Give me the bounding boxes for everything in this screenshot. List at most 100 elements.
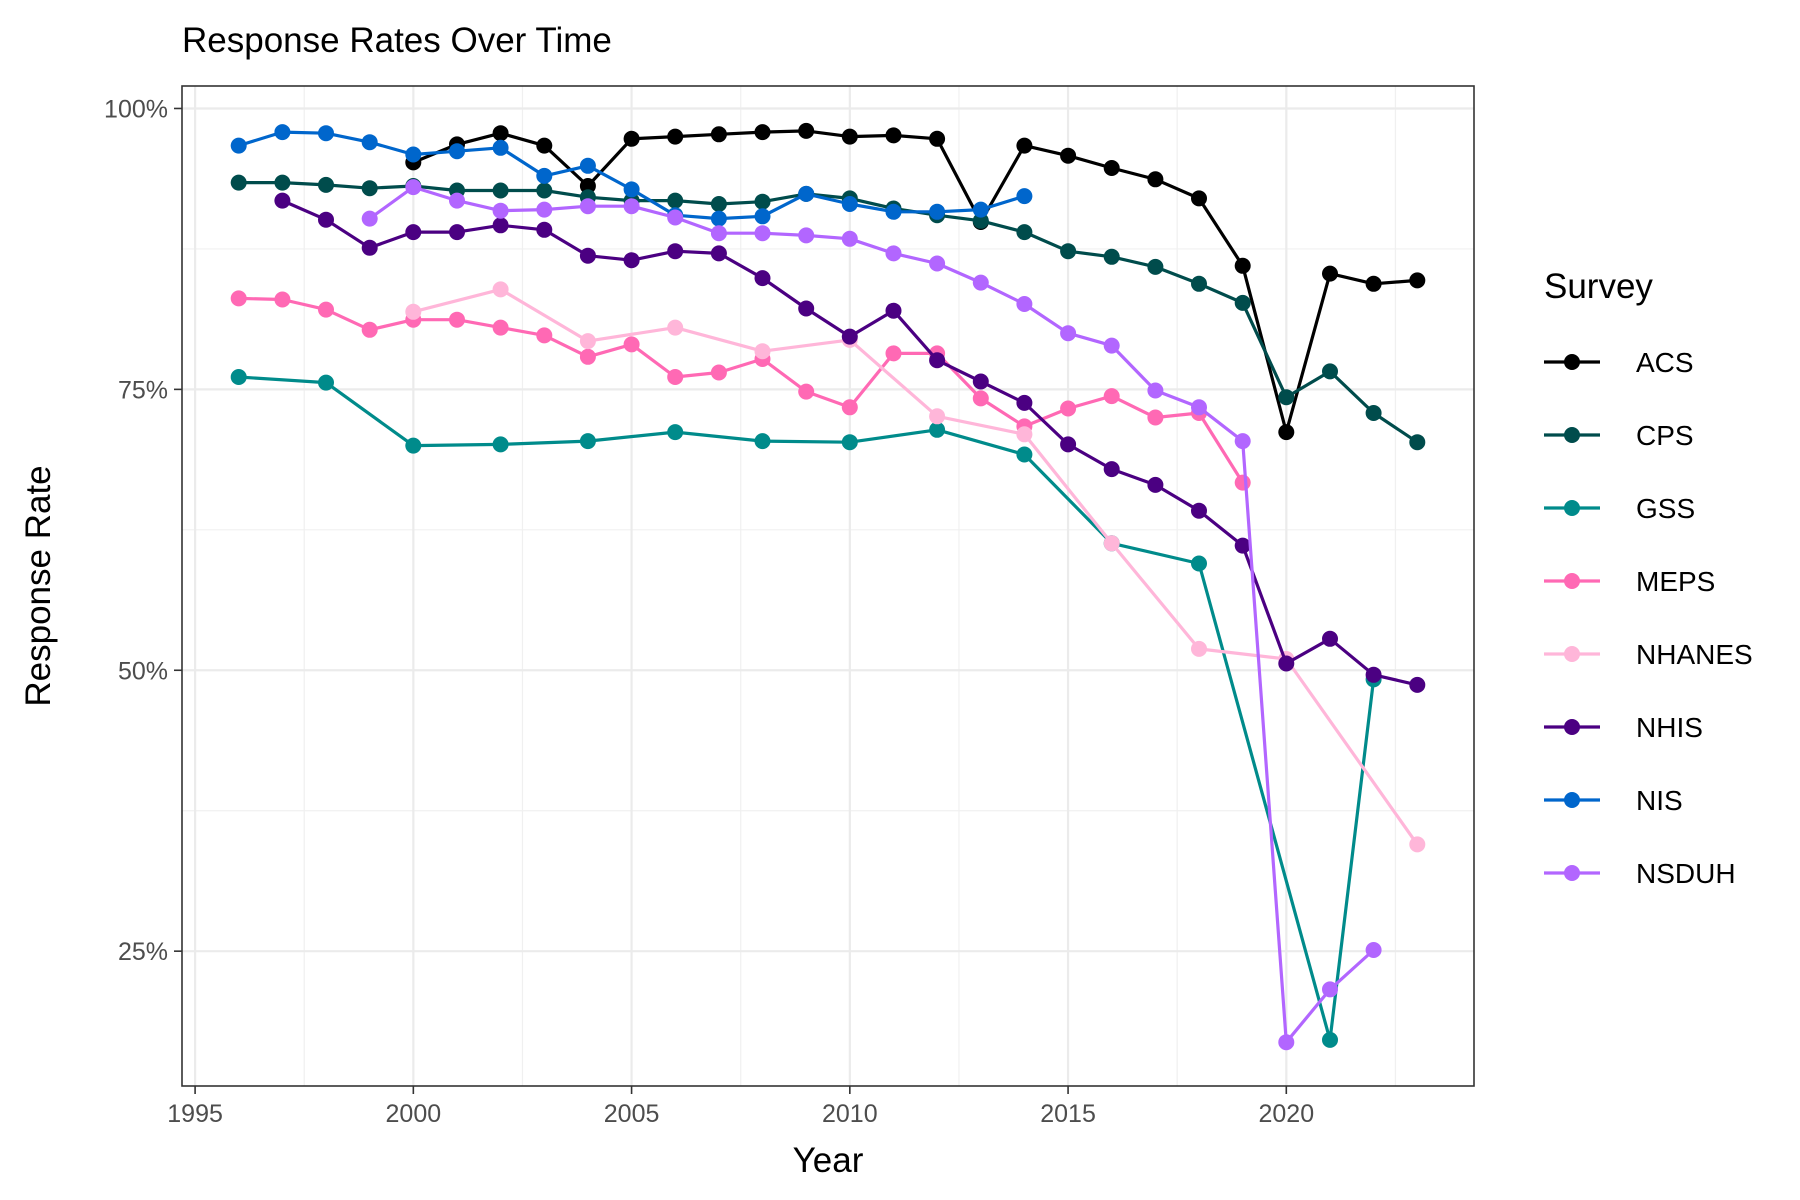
data-point-nsduh (1103, 337, 1120, 354)
data-point-nsduh (798, 227, 815, 244)
data-point-meps (274, 291, 291, 308)
data-point-nhis (449, 224, 465, 241)
legend-key-point (1564, 646, 1580, 662)
data-point-nhis (623, 252, 640, 269)
data-point-nis (318, 125, 334, 142)
data-point-nhis (1322, 630, 1338, 647)
data-point-nis (972, 201, 989, 218)
y-tick-label: 25% (118, 938, 168, 966)
data-point-acs (1147, 171, 1164, 188)
data-point-nsduh (841, 230, 858, 247)
legend-key-point (1564, 865, 1580, 881)
data-point-acs (841, 128, 858, 145)
data-point-acs (579, 178, 596, 194)
data-point-acs (1103, 160, 1120, 176)
data-point-nis (579, 157, 596, 174)
data-point-cps (361, 180, 378, 197)
data-point-meps (536, 327, 553, 344)
data-point-acs (710, 126, 727, 143)
data-point-nhanes (405, 303, 422, 320)
data-point-nis (754, 208, 771, 225)
legend-item-meps: MEPS (1544, 566, 1715, 597)
data-point-meps (579, 348, 596, 365)
data-point-nhis (710, 245, 727, 262)
data-point-cps (1147, 258, 1164, 275)
data-point-nhanes (1191, 640, 1207, 657)
legend-item-gss: GSS (1544, 493, 1695, 524)
data-point-meps (972, 390, 989, 407)
data-point-meps (885, 345, 902, 362)
data-point-cps (1409, 434, 1426, 451)
legend-title: Survey (1544, 267, 1653, 306)
data-point-nhis (1278, 655, 1295, 672)
legend-label: ACS (1636, 347, 1694, 378)
data-point-nsduh (1322, 981, 1338, 998)
data-point-gss (841, 434, 858, 451)
data-point-acs (885, 127, 902, 144)
data-point-nsduh (492, 202, 509, 219)
data-point-nis (230, 137, 247, 154)
y-tick-label: 100% (104, 95, 168, 123)
data-point-gss (579, 433, 596, 450)
data-point-nsduh (1278, 1034, 1295, 1051)
data-point-meps (710, 364, 727, 381)
data-point-cps (1322, 363, 1338, 380)
data-point-nhis (274, 192, 291, 209)
x-tick-label: 2000 (386, 1100, 442, 1128)
data-point-nsduh (623, 198, 640, 215)
data-point-gss (667, 424, 684, 441)
data-point-nhis (667, 243, 684, 260)
data-point-meps (1103, 388, 1120, 405)
x-tick-label: 2010 (822, 1100, 878, 1128)
legend-item-nis: NIS (1544, 785, 1683, 816)
series-line-nhanes (412, 287, 1419, 846)
series-nhis (274, 192, 1426, 693)
data-point-cps (1060, 243, 1077, 260)
data-point-acs (1060, 147, 1077, 164)
data-point-acs (754, 124, 771, 141)
data-point-cps (1103, 248, 1120, 265)
data-point-cps (1191, 275, 1207, 292)
data-point-gss (1016, 446, 1033, 463)
data-point-meps (623, 336, 640, 353)
legend-label: NIS (1636, 785, 1683, 816)
data-point-acs (623, 130, 640, 147)
data-point-acs (1234, 257, 1251, 274)
legend-key-point (1564, 573, 1580, 589)
series-line-cps (238, 181, 1419, 444)
data-point-gss (1322, 1031, 1338, 1048)
chart-title: Response Rates Over Time (182, 21, 612, 60)
data-point-nsduh (579, 198, 596, 215)
series-line-gss (238, 375, 1376, 1042)
data-point-cps (492, 182, 509, 199)
series-line-acs (412, 129, 1418, 434)
data-point-nis (449, 143, 465, 160)
data-point-nhanes (754, 343, 771, 360)
data-point-nsduh (754, 225, 771, 242)
data-point-meps (1234, 474, 1251, 491)
data-point-gss (492, 436, 509, 453)
data-point-gss (230, 369, 247, 385)
legend-item-acs: ACS (1544, 347, 1694, 378)
legend-label: NSDUH (1636, 858, 1736, 889)
data-point-nhis (798, 300, 815, 317)
series-acs (405, 122, 1426, 441)
data-point-nsduh (885, 245, 902, 262)
data-point-acs (798, 122, 815, 139)
data-point-meps (667, 369, 684, 385)
data-point-nhis (1234, 537, 1251, 554)
data-point-nhis (536, 221, 553, 238)
legend-label: GSS (1636, 493, 1695, 524)
data-point-nhis (492, 217, 509, 234)
data-point-nhis (1365, 666, 1382, 683)
data-point-nhis (1409, 676, 1426, 693)
data-point-nhis (579, 247, 596, 264)
data-point-acs (1191, 190, 1207, 207)
data-point-nhis (1191, 502, 1207, 519)
data-point-acs (1365, 275, 1382, 292)
legend-item-cps: CPS (1544, 420, 1694, 451)
data-point-meps (230, 290, 247, 307)
data-point-nhanes (667, 319, 684, 336)
data-point-nhis (1147, 476, 1164, 493)
data-point-gss (318, 374, 334, 391)
